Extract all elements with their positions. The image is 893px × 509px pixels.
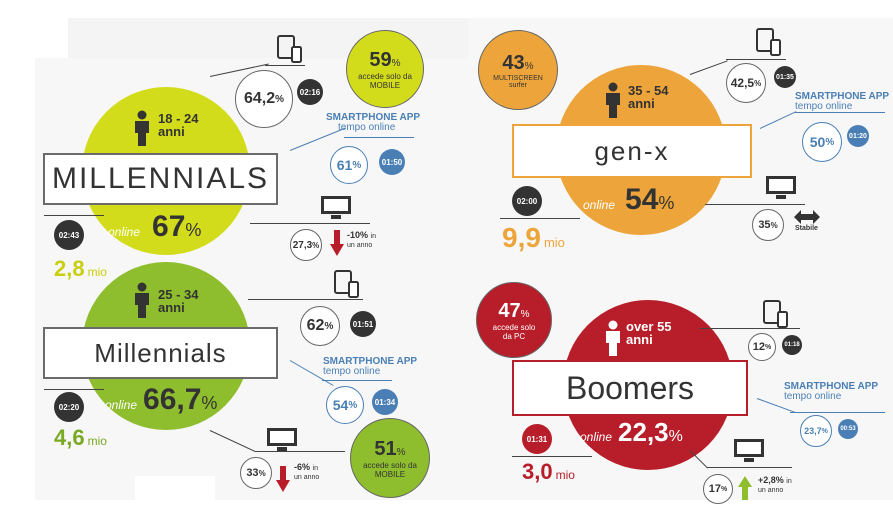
population: 4,6 mio [54,425,107,450]
double-arrow-icon [794,210,820,224]
devices-share-circle: 62% [300,306,340,346]
population: 2,8 mio [54,256,107,281]
divider-line [44,389,104,390]
app-title: SMARTPHONE APP tempo online [323,356,418,377]
person-icon [135,282,149,318]
app-time-badge: 00:53 [838,419,858,439]
monitor-icon [321,196,351,219]
app-share-circle: 54% [326,386,364,424]
devices-time-badge: 01:35 [774,66,796,88]
generation-label: MILLENNIALS [43,153,278,205]
pc-share-circle: 17% [703,474,733,504]
mobile-only-circle: 51% accede solo da MOBILE [350,418,430,498]
tablet-phone-icon [763,300,788,328]
divider-line [512,456,592,457]
generation-label: Boomers [512,360,748,416]
app-title: SMARTPHONE APP tempo online [326,112,421,133]
tablet-phone-icon [756,28,781,56]
pc-share-circle: 27,3% [290,229,322,261]
online-share: online 66,7 % [105,383,218,416]
online-share: online 54 % [583,183,675,216]
background-cutout [135,476,215,500]
pc-connector-line-bottom [707,467,792,468]
pc-change: -10% in un anno [347,230,376,250]
pc-change: Stabile [795,225,818,232]
app-title: SMARTPHONE APP tempo online [795,91,890,112]
arrow-down-icon [330,230,344,256]
app-connector-line-top [344,137,414,138]
app-share-circle: 23,7% [800,415,832,447]
time-badge: 02:43 [54,220,84,250]
monitor-icon [267,428,297,451]
app-title: SMARTPHONE APP tempo online [784,381,879,402]
generation-label: Millennials [43,327,278,379]
devices-time-badge: 01:18 [782,335,802,355]
pc-change: -6% in un anno [294,462,320,482]
age-range: over 55 anni [626,319,672,347]
age-range: 25 - 34 anni [158,287,199,315]
person-icon [606,320,620,356]
devices-share-circle: 64,2% [235,70,293,128]
app-connector-line-top [795,112,885,113]
online-share: online 22,3 % [580,417,683,447]
pc-share-circle: 33% [240,457,272,489]
app-connector-line-top [322,380,392,381]
tablet-phone-icon [277,35,302,63]
generation-label: gen-x [512,124,752,178]
connector-line-top [726,59,786,60]
connector-line [265,65,305,66]
devices-time-badge: 02:16 [297,79,323,105]
pc-only-circle: 47% accede solo da PC [476,282,552,358]
monitor-icon [734,439,764,462]
multiscreen-circle: 43% MULTISCREEN surfer [478,30,558,110]
devices-share-circle: 42,5% [726,63,766,103]
app-time-badge: 01:34 [372,389,398,415]
age-range: 18 - 24 anni [158,111,199,139]
population: 9,9 mio [502,222,565,253]
devices-share-circle: 12% [748,333,776,361]
app-time-badge: 01:20 [847,125,869,147]
age-range: 35 - 54 anni [628,83,669,111]
divider-line [500,218,580,219]
online-share: online 67 % [108,210,202,243]
app-time-badge: 01:50 [379,149,405,175]
app-share-circle: 61% [330,146,368,184]
pc-change: +2,8% in un anno [758,475,792,495]
pc-connector-line [250,223,370,224]
monitor-icon [766,176,796,199]
connector-line [248,299,363,300]
person-icon [135,110,149,146]
time-badge: 02:00 [512,186,542,216]
app-connector-line-bottom [790,412,885,413]
time-badge: 02:20 [54,392,84,422]
arrow-down-icon [276,466,290,492]
person-icon [606,82,620,118]
pc-share-circle: 35% [752,209,784,241]
tablet-phone-icon [334,270,359,298]
pc-connector-line [705,204,805,205]
population: 3,0 mio [522,459,575,484]
time-badge: 01:31 [522,424,552,454]
divider-line [44,215,104,216]
app-share-circle: 50% [802,122,842,162]
arrow-up-icon [738,476,752,500]
connector-line [700,328,800,329]
pc-connector-line-bottom [255,451,345,452]
mobile-only-circle: 59% accede solo da MOBILE [346,30,424,108]
devices-time-badge: 01:51 [350,311,376,337]
